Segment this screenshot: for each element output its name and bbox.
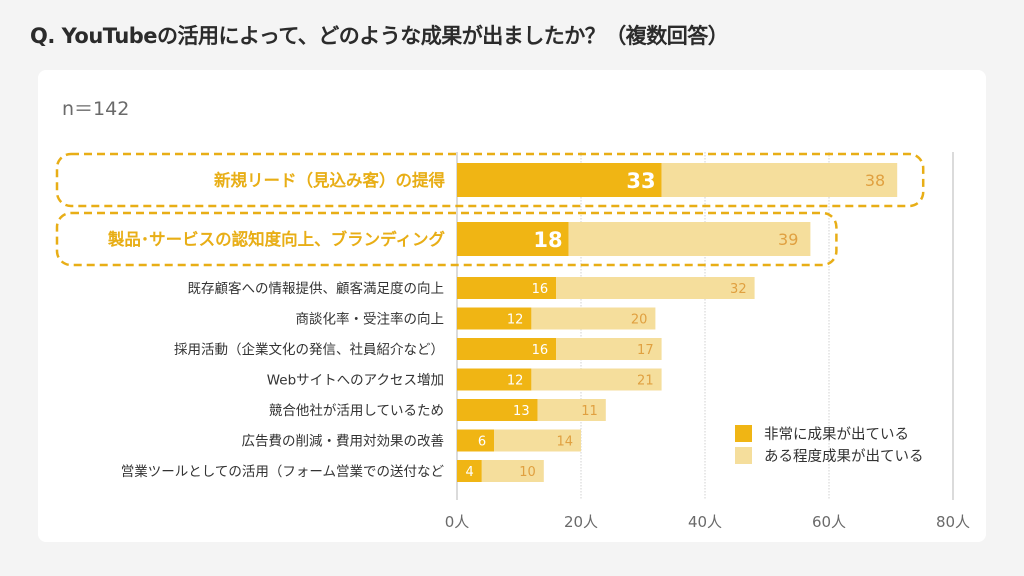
bar-strong (457, 163, 662, 197)
highlight-frame (55, 152, 925, 208)
category-label: 商談化率・受注率の向上 (296, 311, 445, 328)
bar-moderate-value: 39 (778, 230, 798, 249)
category-label: 新規リード（見込み客）の提得 (214, 170, 446, 190)
bar-strong (457, 338, 557, 360)
bar-strong-value: 12 (507, 374, 524, 389)
x-tick-label: 20人 (564, 513, 598, 531)
x-tick-label: 40人 (688, 513, 722, 531)
bar-moderate-value: 20 (631, 313, 648, 328)
bar-moderate (531, 368, 662, 391)
bar-strong (457, 399, 538, 421)
legend-swatch (735, 447, 752, 464)
x-axis-ticks: 0人 20人 40人 60人 80人 (445, 513, 970, 531)
highlight-frames (55, 152, 925, 267)
bar-moderate-value: 14 (556, 435, 573, 450)
bar-moderate (481, 460, 544, 482)
bar-moderate-value: 17 (637, 343, 654, 358)
x-tick-label: 80人 (936, 513, 970, 531)
bar-moderate-value: 10 (519, 465, 536, 480)
legend-swatch (735, 425, 752, 442)
bar-strong-value: 6 (478, 435, 486, 450)
bar-moderate (568, 222, 811, 256)
bar-strong (457, 307, 532, 330)
bar-moderate-value: 32 (730, 282, 747, 297)
bar-moderate (537, 399, 606, 421)
bar-strong-value: 4 (466, 465, 474, 480)
bar-strong-value: 16 (532, 282, 549, 297)
bar-strong (457, 368, 532, 391)
bar-moderate-value: 11 (581, 404, 598, 419)
highlight-frame (55, 211, 838, 267)
x-tick-label: 60人 (812, 513, 846, 531)
x-tick-label: 0人 (445, 513, 470, 531)
bars: 33 38 18 39 16 32 12 20 16 17 12 21 13 11 6 14 4 10 (457, 163, 898, 482)
legend-label: ある程度成果が出ている (764, 448, 924, 465)
category-label: Webサイトへのアクセス増加 (267, 373, 444, 389)
sample-size-label: n＝142 (62, 98, 130, 120)
bar-strong-value: 16 (532, 343, 549, 358)
bar-strong-value: 18 (533, 228, 562, 252)
bar-moderate-value: 21 (637, 374, 654, 389)
bar-strong-value: 33 (626, 169, 655, 193)
category-label: 既存顧客への情報提供、顧客満足度の向上 (188, 280, 445, 297)
bar-strong (457, 222, 569, 256)
bar-strong-value: 13 (513, 404, 530, 419)
category-label: 競合他社が活用しているため (269, 403, 444, 419)
page-title: Q. YouTubeの活用によって、どのような成果が出ましたか？（複数回答） (30, 24, 729, 48)
category-label: 営業ツールとしての活用（フォーム営業での送付など (121, 464, 445, 480)
category-label: 製品･サービスの認知度向上、ブランディング (107, 229, 446, 249)
bar-moderate (556, 277, 755, 299)
legend-label: 非常に成果が出ている (764, 426, 909, 443)
category-label: 広告費の削減・費用対効果の改善 (242, 433, 445, 450)
category-label: 採用活動（企業文化の発信、社員紹介など） (174, 341, 444, 358)
bar-moderate (661, 163, 898, 197)
bar-strong (457, 277, 557, 299)
bar-moderate (556, 338, 662, 360)
category-labels: 新規リード（見込み客）の提得製品･サービスの認知度向上、ブランディング既存顧客へ… (107, 170, 446, 480)
bar-strong-value: 12 (507, 313, 524, 328)
bar-moderate-value: 38 (865, 171, 885, 190)
bar-strong (457, 429, 495, 452)
bar-moderate (531, 307, 656, 330)
bar-strong (457, 460, 482, 482)
bar-moderate (494, 429, 581, 452)
